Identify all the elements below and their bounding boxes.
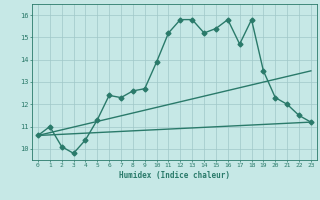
X-axis label: Humidex (Indice chaleur): Humidex (Indice chaleur)	[119, 171, 230, 180]
